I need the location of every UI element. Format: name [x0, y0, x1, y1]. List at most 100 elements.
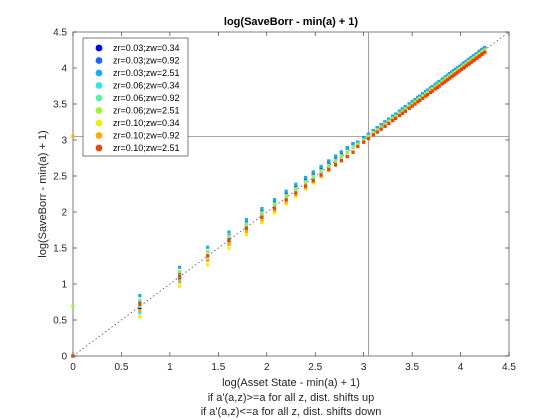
- data-point: [294, 187, 298, 191]
- legend-marker: [95, 119, 103, 127]
- data-point: [428, 86, 433, 90]
- x-tick-label: 1.5: [211, 362, 225, 373]
- data-point: [459, 67, 464, 72]
- data-point: [472, 56, 476, 60]
- data-point: [440, 77, 444, 82]
- data-point: [351, 146, 355, 150]
- data-point: [351, 141, 355, 146]
- data-point: [138, 302, 142, 306]
- data-point: [400, 109, 405, 113]
- data-point: [450, 70, 454, 74]
- data-point: [383, 122, 387, 126]
- data-point: [356, 140, 360, 144]
- data-point: [418, 96, 422, 100]
- data-point: [311, 174, 315, 178]
- y-tick-label: 1.5: [53, 244, 67, 255]
- data-point: [416, 100, 420, 104]
- data-point: [400, 107, 405, 111]
- data-point: [303, 175, 308, 180]
- data-point: [446, 77, 450, 82]
- legend-marker: [95, 144, 103, 152]
- data-point: [407, 106, 411, 110]
- data-point: [227, 246, 231, 250]
- data-point: [319, 164, 323, 168]
- data-point: [433, 87, 437, 91]
- data-point: [410, 104, 414, 108]
- data-point: [284, 189, 288, 193]
- data-point: [294, 194, 298, 199]
- data-point: [327, 159, 331, 163]
- data-point: [437, 84, 441, 88]
- data-point: [475, 52, 479, 56]
- data-point: [206, 258, 210, 262]
- data-point: [391, 114, 395, 118]
- x-tick-label: 3.5: [405, 362, 419, 373]
- data-point: [462, 61, 467, 65]
- data-point: [371, 131, 375, 135]
- data-point: [394, 112, 398, 116]
- legend-label: zr=0.06;zw=0.92: [113, 93, 180, 103]
- data-point: [206, 254, 210, 258]
- data-point: [244, 229, 249, 234]
- data-point: [362, 138, 366, 142]
- data-point: [272, 204, 277, 208]
- y-tick-label: 2.5: [53, 172, 67, 183]
- note-shift-up: if a'(a,z)>=a for all z, dist. shifts up: [208, 392, 375, 404]
- data-point: [442, 80, 446, 84]
- data-point: [391, 118, 395, 123]
- data-point: [272, 202, 277, 206]
- data-point: [418, 98, 422, 102]
- data-point: [333, 154, 338, 158]
- data-point: [450, 72, 454, 77]
- data-point: [138, 309, 142, 313]
- data-point: [339, 154, 343, 158]
- data-point: [244, 218, 249, 222]
- legend-label: zr=0.06;zw=0.34: [113, 81, 180, 91]
- data-point: [433, 82, 437, 87]
- data-point: [430, 85, 435, 89]
- data-point: [416, 95, 420, 100]
- data-point: [375, 130, 379, 134]
- data-point: [444, 75, 448, 79]
- data-point: [227, 242, 231, 246]
- data-point: [272, 206, 277, 210]
- data-point: [475, 56, 479, 60]
- data-point: [478, 49, 482, 54]
- data-point: [351, 150, 355, 154]
- data-point: [416, 98, 420, 102]
- x-tick-label: 4.5: [502, 362, 516, 373]
- legend-label: zr=0.03;zw=0.92: [113, 56, 180, 66]
- legend-label: zr=0.06;zw=2.51: [113, 106, 180, 116]
- data-point: [362, 136, 366, 140]
- data-point: [339, 158, 343, 163]
- data-point: [138, 315, 142, 319]
- data-point: [428, 88, 433, 92]
- data-point: [481, 47, 485, 51]
- data-point: [284, 198, 288, 202]
- data-point: [464, 59, 468, 64]
- series-9: [71, 50, 487, 358]
- data-point: [177, 270, 182, 274]
- data-point: [483, 48, 487, 52]
- y-tick-label: 2: [61, 208, 67, 219]
- data-point: [426, 88, 430, 92]
- legend-label: zr=0.03;zw=2.51: [113, 68, 180, 78]
- data-point: [260, 211, 264, 215]
- data-point: [467, 59, 471, 64]
- data-point: [403, 109, 407, 113]
- plot-area: 0 0.5 1 1.5 2 2.5 3 3.5 4 4.5 0 0.5 1 1.5 2 2.5 3 3.5 4 4.5…: [53, 28, 516, 374]
- data-point: [138, 306, 142, 310]
- data-point: [400, 111, 405, 115]
- data-point: [452, 69, 456, 73]
- data-point: [272, 197, 277, 202]
- data-point: [456, 66, 460, 70]
- data-point: [391, 116, 395, 120]
- data-point: [177, 274, 182, 278]
- data-point: [430, 87, 435, 91]
- data-point: [319, 169, 323, 173]
- y-tick-label: 1: [61, 280, 67, 291]
- data-point: [457, 69, 462, 73]
- data-point: [442, 76, 446, 80]
- x-axis-label: log(Asset State - min(a) + 1): [222, 377, 360, 389]
